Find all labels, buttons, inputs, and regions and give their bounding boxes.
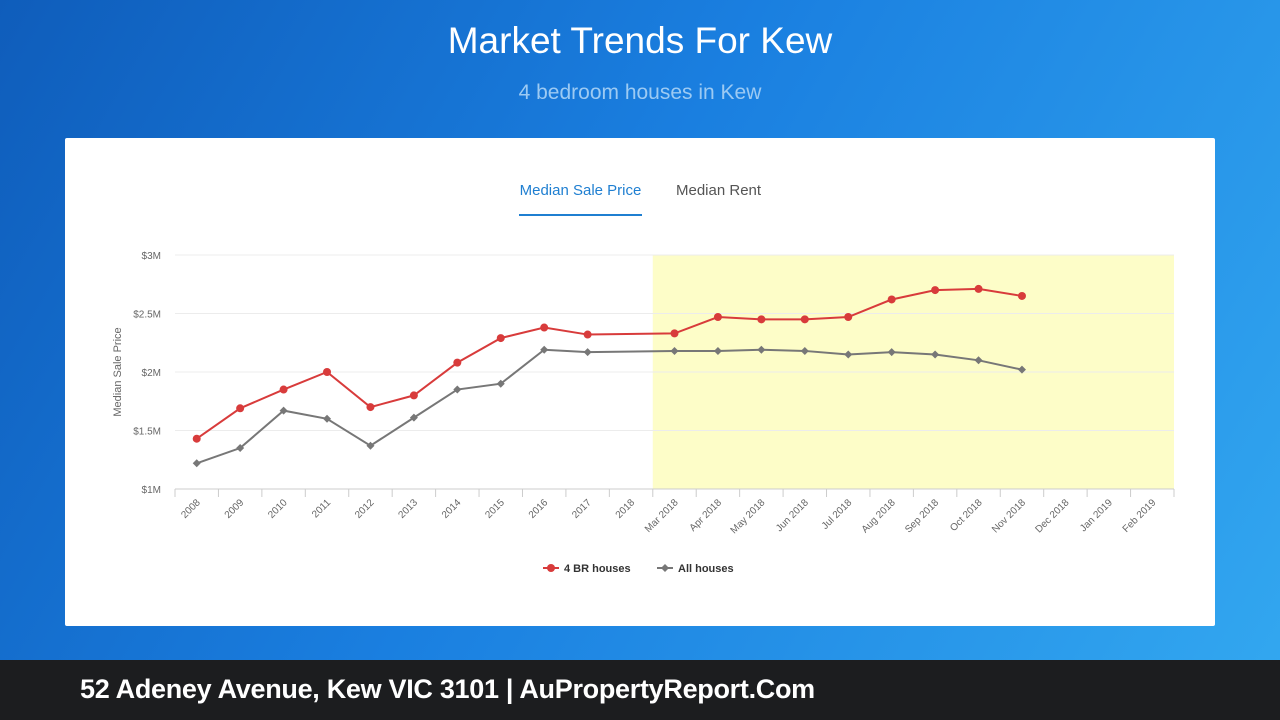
y-tick-label: $1.5M: [133, 427, 161, 438]
data-point: [583, 348, 592, 357]
x-tick-label: 2016: [527, 497, 551, 521]
x-tick-label: 2010: [266, 497, 290, 521]
data-point: [713, 313, 722, 322]
data-point: [323, 414, 332, 423]
x-tick-label: Jan 2019: [1078, 497, 1115, 534]
x-tick-label: 2012: [353, 497, 377, 521]
tab-median-rent[interactable]: Median Rent: [676, 182, 762, 199]
footer-bar: 52 Adeney Avenue, Kew VIC 3101 | AuPrope…: [0, 660, 1280, 720]
x-tick-label: Jul 2018: [820, 497, 855, 532]
data-point: [757, 345, 766, 354]
y-tick-label: $3M: [142, 251, 161, 262]
y-tick-label: $1M: [142, 485, 161, 496]
data-point: [279, 406, 288, 415]
x-tick-label: May 2018: [729, 497, 768, 536]
data-point: [931, 286, 940, 295]
x-tick-label: Nov 2018: [990, 497, 1028, 535]
data-point: [192, 459, 201, 468]
data-point: [236, 404, 245, 413]
x-tick-label: 2017: [570, 497, 594, 521]
data-point: [757, 315, 766, 324]
data-point: [583, 330, 592, 339]
data-point: [670, 346, 679, 355]
x-tick-label: Dec 2018: [1033, 497, 1071, 535]
x-tick-label: Jun 2018: [774, 497, 811, 534]
data-point: [670, 329, 679, 338]
data-point: [496, 334, 505, 343]
x-tick-label: Sep 2018: [903, 497, 941, 535]
x-tick-label: Mar 2018: [643, 497, 681, 535]
data-point: [974, 356, 983, 365]
data-point: [192, 434, 201, 443]
x-tick-label: Oct 2018: [948, 497, 985, 534]
x-tick-label: 2011: [310, 497, 333, 520]
data-point: [540, 323, 549, 332]
data-point: [844, 313, 853, 322]
chart-tabs: Median Sale Price Median Rent: [65, 182, 1215, 216]
x-tick-label: 2015: [483, 497, 507, 521]
data-point: [409, 391, 418, 400]
data-point: [800, 315, 809, 324]
legend-label: All houses: [678, 563, 734, 575]
y-axis-title: Median Sale Price: [112, 327, 124, 416]
tab-median-sale-price[interactable]: Median Sale Price: [519, 182, 642, 216]
legend-marker: [547, 564, 555, 572]
data-point: [540, 345, 549, 354]
price-chart: $1M $1.5M $2M $2.5M $3M Median Sale Price 2008…: [112, 251, 1175, 575]
page-subtitle: 4 bedroom houses in Kew: [518, 81, 762, 104]
page-title: Market Trends For Kew: [447, 20, 833, 61]
data-point: [844, 350, 853, 359]
x-tick-label: 2009: [223, 497, 247, 521]
data-point: [800, 346, 809, 355]
data-point: [713, 346, 722, 355]
footer-address: 52 Adeney Avenue, Kew VIC 3101 | AuPrope…: [80, 674, 815, 704]
data-point: [931, 350, 940, 359]
data-point: [366, 403, 375, 412]
data-point: [1017, 365, 1026, 374]
legend-label: 4 BR houses: [564, 563, 631, 575]
data-point: [453, 385, 462, 394]
data-point: [887, 295, 896, 304]
data-point: [366, 441, 375, 450]
x-tick-label: Apr 2018: [688, 497, 725, 534]
legend-marker: [661, 564, 669, 572]
data-point: [236, 444, 245, 453]
x-tick-label: 2018: [614, 497, 638, 521]
data-point: [409, 413, 418, 422]
chart-card: Median Sale Price Median Rent $1M $1.5M $2…: [65, 138, 1215, 626]
data-point: [279, 385, 288, 394]
data-point: [1017, 291, 1026, 300]
x-tick-label: Feb 2019: [1121, 497, 1159, 535]
data-point: [453, 358, 462, 367]
data-point: [496, 379, 505, 388]
x-tick-label: 2014: [440, 497, 464, 521]
x-tick-label: 2008: [179, 497, 203, 521]
data-point: [974, 284, 983, 293]
x-tick-label: 2013: [397, 497, 421, 521]
data-point: [887, 348, 896, 357]
data-point: [323, 368, 332, 376]
x-tick-label: Aug 2018: [860, 497, 898, 535]
y-tick-label: $2M: [142, 368, 161, 379]
y-tick-label: $2.5M: [133, 310, 161, 321]
